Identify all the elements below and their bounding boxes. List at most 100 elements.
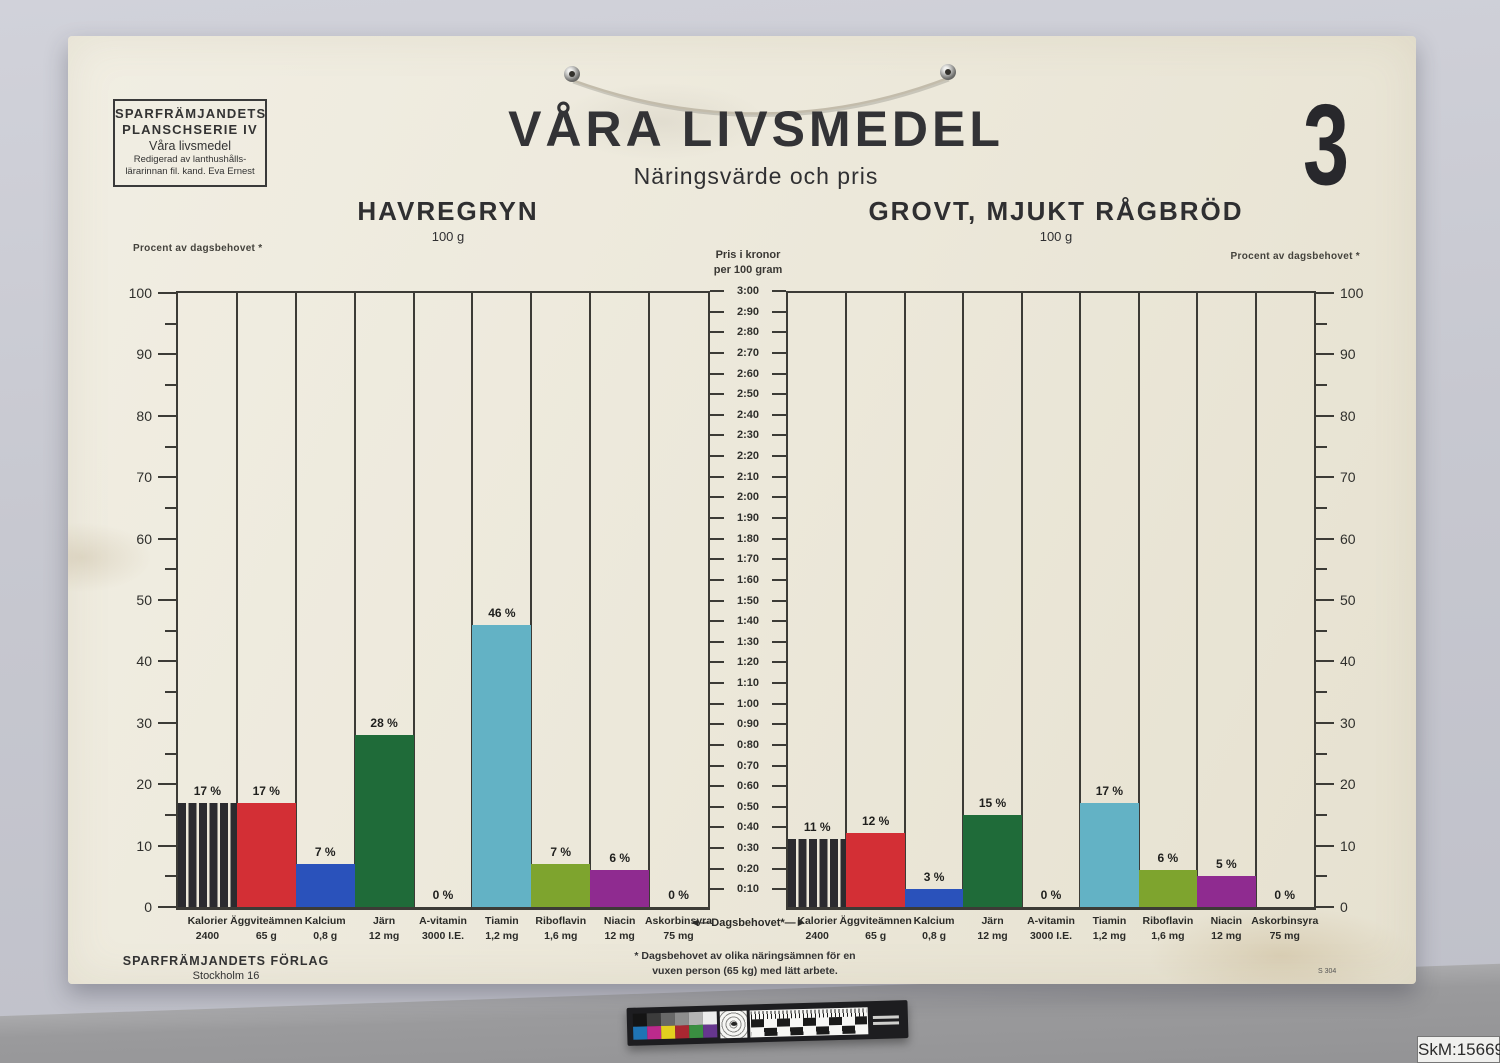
price-tick	[710, 661, 724, 664]
bar-kalcium	[904, 888, 964, 907]
price-tick	[710, 682, 724, 685]
price-tick-label: 2:00	[736, 491, 760, 504]
bar-value-label: 0 %	[432, 888, 454, 902]
percent-axis-tick-label: 80	[136, 407, 152, 424]
bar-value-label: 6 %	[609, 851, 630, 866]
price-tick	[710, 847, 724, 850]
price-tick	[772, 723, 786, 726]
color-patch	[661, 1025, 676, 1039]
price-tick-label: 1:50	[736, 594, 760, 607]
price-tick	[710, 290, 724, 292]
percent-axis-tick	[1314, 353, 1334, 356]
percent-axis-tick-label: 60	[136, 530, 152, 547]
bar-value-label: 12 %	[861, 814, 890, 829]
percent-axis-tick-label: 10	[1340, 837, 1356, 854]
chart-subtitle: 100 g	[1039, 229, 1073, 244]
price-tick	[772, 516, 786, 519]
price-tick	[710, 516, 724, 519]
price-tick-label: 1:30	[736, 635, 760, 648]
price-tick	[772, 290, 786, 292]
percent-axis-tick	[165, 813, 178, 816]
bar-value-label: 6 %	[1157, 851, 1179, 866]
category-name: Kalorier	[187, 915, 228, 927]
price-tick	[772, 867, 786, 870]
category-label: Kalcium 0,8 g	[890, 914, 978, 944]
publisher-block: SPARFRÄMJANDETS FÖRLAG Stockholm 16	[116, 954, 336, 982]
category-amount: 2400	[195, 930, 220, 942]
percent-axis-tick-label: 70	[136, 469, 152, 486]
category-amount: 75 mg	[1269, 930, 1300, 942]
percent-axis-tick-label: 60	[1340, 530, 1356, 547]
series-box-line: Redigerad av lanthushålls-	[133, 154, 247, 165]
bar-value-label: 3 %	[923, 869, 945, 884]
bar-value-label: 28 %	[370, 716, 398, 731]
percent-axis-tick	[1314, 752, 1327, 755]
percent-axis-tick	[1314, 414, 1334, 417]
category-label: Askorbinsyra 75 mg	[1241, 914, 1329, 944]
percent-axis-tick-label: 30	[136, 714, 152, 731]
percent-axis-tick	[165, 629, 178, 632]
price-tick-label: 0:10	[736, 883, 760, 896]
bar-value-label: 0 %	[1040, 888, 1062, 902]
price-tick-label: 2:70	[736, 346, 760, 359]
bar-kalcium	[295, 864, 355, 907]
poster-subtitle: Näringsvärde och pris	[633, 163, 879, 189]
percent-axis-tick-label: 100	[128, 285, 152, 301]
price-tick	[710, 723, 724, 726]
gray-patch	[660, 1012, 676, 1026]
price-tick-label: 1:20	[736, 656, 760, 669]
price-tick	[710, 578, 724, 581]
series-box-line: PLANSCHSERIE IV	[122, 122, 258, 137]
percent-axis-tick	[158, 660, 178, 663]
category-name: Järn	[981, 915, 1004, 927]
price-tick	[772, 847, 786, 850]
price-tick	[772, 558, 786, 561]
series-box-line: lärarinnan fil. kand. Eva Ernest	[125, 166, 255, 177]
percent-axis-tick	[1314, 906, 1334, 908]
category-amount: 65 g	[255, 930, 277, 942]
category-name: Kalcium	[913, 915, 955, 927]
chart-header-ragbrod: GROVT, MJUKT RÅGBRÖD 100 g	[856, 196, 1256, 244]
series-box-line: SPARFRÄMJANDETS	[115, 106, 267, 121]
price-tick	[772, 310, 786, 313]
price-tick	[772, 682, 786, 685]
percent-axis-tick	[1314, 506, 1327, 509]
price-caption-line: Pris i kronor	[715, 249, 781, 261]
footnote-line: * Dagsbehovet av olika näringsämnen för …	[634, 950, 856, 962]
bar-value-label: 5 %	[1215, 857, 1237, 872]
grid-line	[1254, 293, 1257, 907]
grid-line	[471, 293, 474, 907]
price-caption-line: per 100 gram	[713, 264, 783, 276]
percent-axis-tick-label: 40	[136, 653, 152, 670]
percent-axis-tick	[1314, 813, 1327, 816]
price-tick	[772, 743, 786, 746]
category-amount: 12 mg	[1211, 930, 1242, 942]
percent-axis-tick	[158, 599, 178, 601]
left-axis-caption: Procent av dagsbehovet *	[133, 243, 263, 254]
chart-ragbrod-plot: 11 % Kalorier 2400 12 % Äggviteämnen 65 g 3 % K…	[786, 285, 1363, 942]
category-name: Tiamin	[485, 915, 519, 927]
grid-line	[962, 293, 965, 907]
category-label: Järn 12 mg	[949, 914, 1037, 944]
chart-subtitle: 100 g	[431, 229, 465, 244]
category-name: A-vitamin	[419, 915, 467, 927]
percent-axis-tick	[165, 752, 178, 755]
category-name: Tiamin	[1092, 915, 1127, 927]
price-tick	[772, 826, 786, 829]
print-code: S 304	[1318, 968, 1337, 975]
percent-axis-tick	[1314, 783, 1334, 786]
price-tick-label: 1:10	[736, 677, 760, 690]
daily-need-label: ◄—Dagsbehovet*—►	[689, 917, 807, 929]
ruler-scale	[749, 1006, 869, 1037]
price-tick	[710, 372, 724, 375]
price-tick-label: 3:00	[736, 285, 760, 297]
category-amount: 1,2 mg	[1092, 930, 1127, 942]
color-patch	[703, 1024, 718, 1038]
gray-patch	[646, 1012, 662, 1027]
bar-äggviteämnen	[236, 802, 296, 907]
price-tick-label: 0:40	[736, 821, 760, 834]
price-tick	[710, 805, 724, 808]
percent-axis-tick	[165, 691, 178, 694]
price-tick-label: 1:90	[736, 511, 760, 524]
percent-axis-tick	[158, 353, 178, 356]
